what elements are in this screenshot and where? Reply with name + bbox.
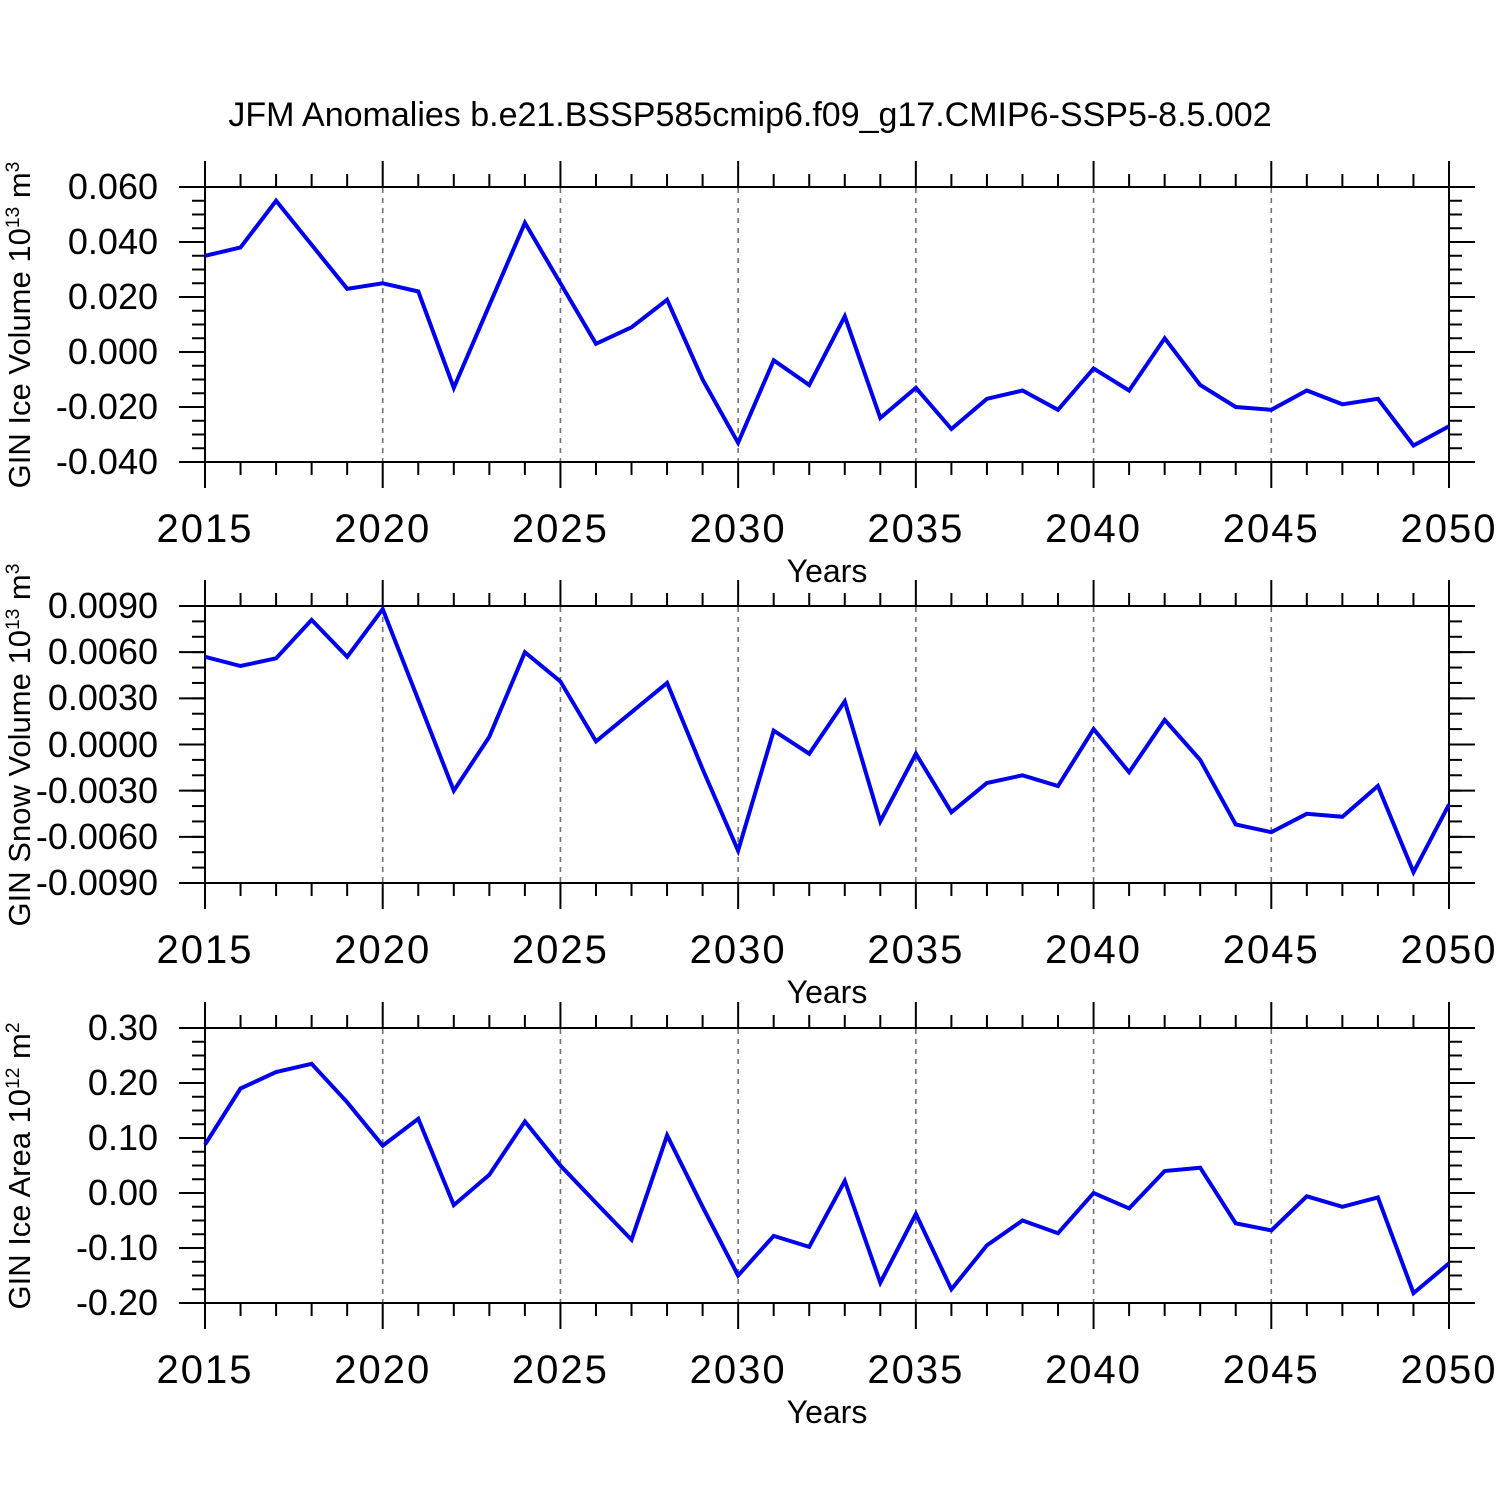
superscript: 2 bbox=[3, 1021, 25, 1033]
y-tick-label: 0.0060 bbox=[47, 631, 158, 673]
y-tick-label: -0.0030 bbox=[35, 769, 158, 811]
panel-frame-1 bbox=[204, 186, 1450, 463]
superscript: 3 bbox=[3, 161, 25, 172]
panel-frame-3 bbox=[204, 1027, 1450, 1304]
y-tick-label: 0.0000 bbox=[47, 723, 158, 765]
x-tick-label: 2020 bbox=[334, 1348, 432, 1392]
x-tick-label: 2020 bbox=[334, 507, 432, 551]
panel-frame-2 bbox=[204, 605, 1450, 884]
x-tick-label: 2025 bbox=[511, 928, 609, 972]
data-line-panel-1 bbox=[204, 197, 1450, 449]
y-tick-label: 0.0030 bbox=[47, 677, 158, 719]
y-axis-title-text: m bbox=[2, 573, 37, 609]
x-tick-label: 2040 bbox=[1045, 928, 1143, 972]
superscript: 12 bbox=[3, 1067, 25, 1089]
y-tick-label: -0.10 bbox=[75, 1227, 158, 1268]
y-tick-label: 0.060 bbox=[67, 166, 158, 207]
x-tick-label: 2040 bbox=[1045, 507, 1143, 551]
y-tick-label: 0.10 bbox=[87, 1117, 158, 1158]
y-axis-title-text: m bbox=[2, 1032, 37, 1068]
y-tick-label: -0.0090 bbox=[35, 862, 158, 903]
x-tick-label: 2035 bbox=[867, 928, 965, 972]
superscript: 13 bbox=[3, 608, 25, 630]
x-tick-label: 2045 bbox=[1222, 507, 1320, 551]
x-axis-title: Years bbox=[786, 1394, 868, 1430]
x-tick-label: 2015 bbox=[156, 1348, 254, 1392]
y-tick-label: -0.020 bbox=[55, 386, 158, 427]
y-axis-title-text: GIN Ice Area 10 bbox=[2, 1088, 37, 1310]
x-tick-label: 2025 bbox=[511, 507, 609, 551]
y-tick-label: 0.0090 bbox=[47, 585, 158, 626]
y-tick-label: 0.00 bbox=[87, 1172, 158, 1213]
superscript: 3 bbox=[3, 563, 25, 574]
y-tick-label: -0.20 bbox=[75, 1282, 158, 1323]
y-axis-title-text: m bbox=[2, 171, 37, 207]
x-axis-title: Years bbox=[786, 553, 868, 589]
x-tick-label: 2045 bbox=[1222, 928, 1320, 972]
y-tick-label: 0.020 bbox=[67, 276, 158, 317]
y-tick-label: 0.30 bbox=[87, 1007, 158, 1048]
x-tick-label: 2040 bbox=[1045, 1348, 1143, 1392]
x-tick-label: 2015 bbox=[156, 928, 254, 972]
x-tick-label: 2030 bbox=[689, 507, 787, 551]
y-axis-title-text: GIN Ice Volume 10 bbox=[2, 227, 37, 488]
x-tick-label: 2045 bbox=[1222, 1348, 1320, 1392]
figure-title: JFM Anomalies b.e21.BSSP585cmip6.f09_g17… bbox=[228, 96, 1272, 134]
x-tick-label: 2025 bbox=[511, 1348, 609, 1392]
y-tick-label: 0.040 bbox=[67, 221, 158, 262]
data-line-panel-3 bbox=[203, 1061, 1451, 1297]
superscript: 13 bbox=[3, 206, 25, 228]
x-tick-label: 2035 bbox=[867, 1348, 965, 1392]
x-tick-label: 2015 bbox=[156, 507, 254, 551]
x-tick-label: 2030 bbox=[689, 1348, 787, 1392]
x-axis-title: Years bbox=[786, 974, 868, 1010]
y-tick-label: 0.000 bbox=[67, 331, 158, 372]
x-tick-label: 2050 bbox=[1400, 1348, 1498, 1392]
y-tick-label: 0.20 bbox=[87, 1062, 158, 1103]
y-axis-title: GIN Ice Area 1012 m2 bbox=[2, 1022, 38, 1309]
data-line-panel-2 bbox=[204, 605, 1451, 877]
x-tick-label: 2050 bbox=[1400, 928, 1498, 972]
y-tick-label: -0.040 bbox=[55, 441, 158, 482]
y-axis-title: GIN Snow Volume 1013 m3 bbox=[2, 563, 38, 926]
x-tick-label: 2020 bbox=[334, 928, 432, 972]
x-tick-label: 2050 bbox=[1400, 507, 1498, 551]
y-axis-title-text: GIN Snow Volume 10 bbox=[2, 629, 37, 926]
y-tick-label: -0.0060 bbox=[35, 815, 158, 857]
x-tick-label: 2035 bbox=[867, 507, 965, 551]
x-tick-label: 2030 bbox=[689, 928, 787, 972]
y-axis-title: GIN Ice Volume 1013 m3 bbox=[2, 161, 38, 488]
